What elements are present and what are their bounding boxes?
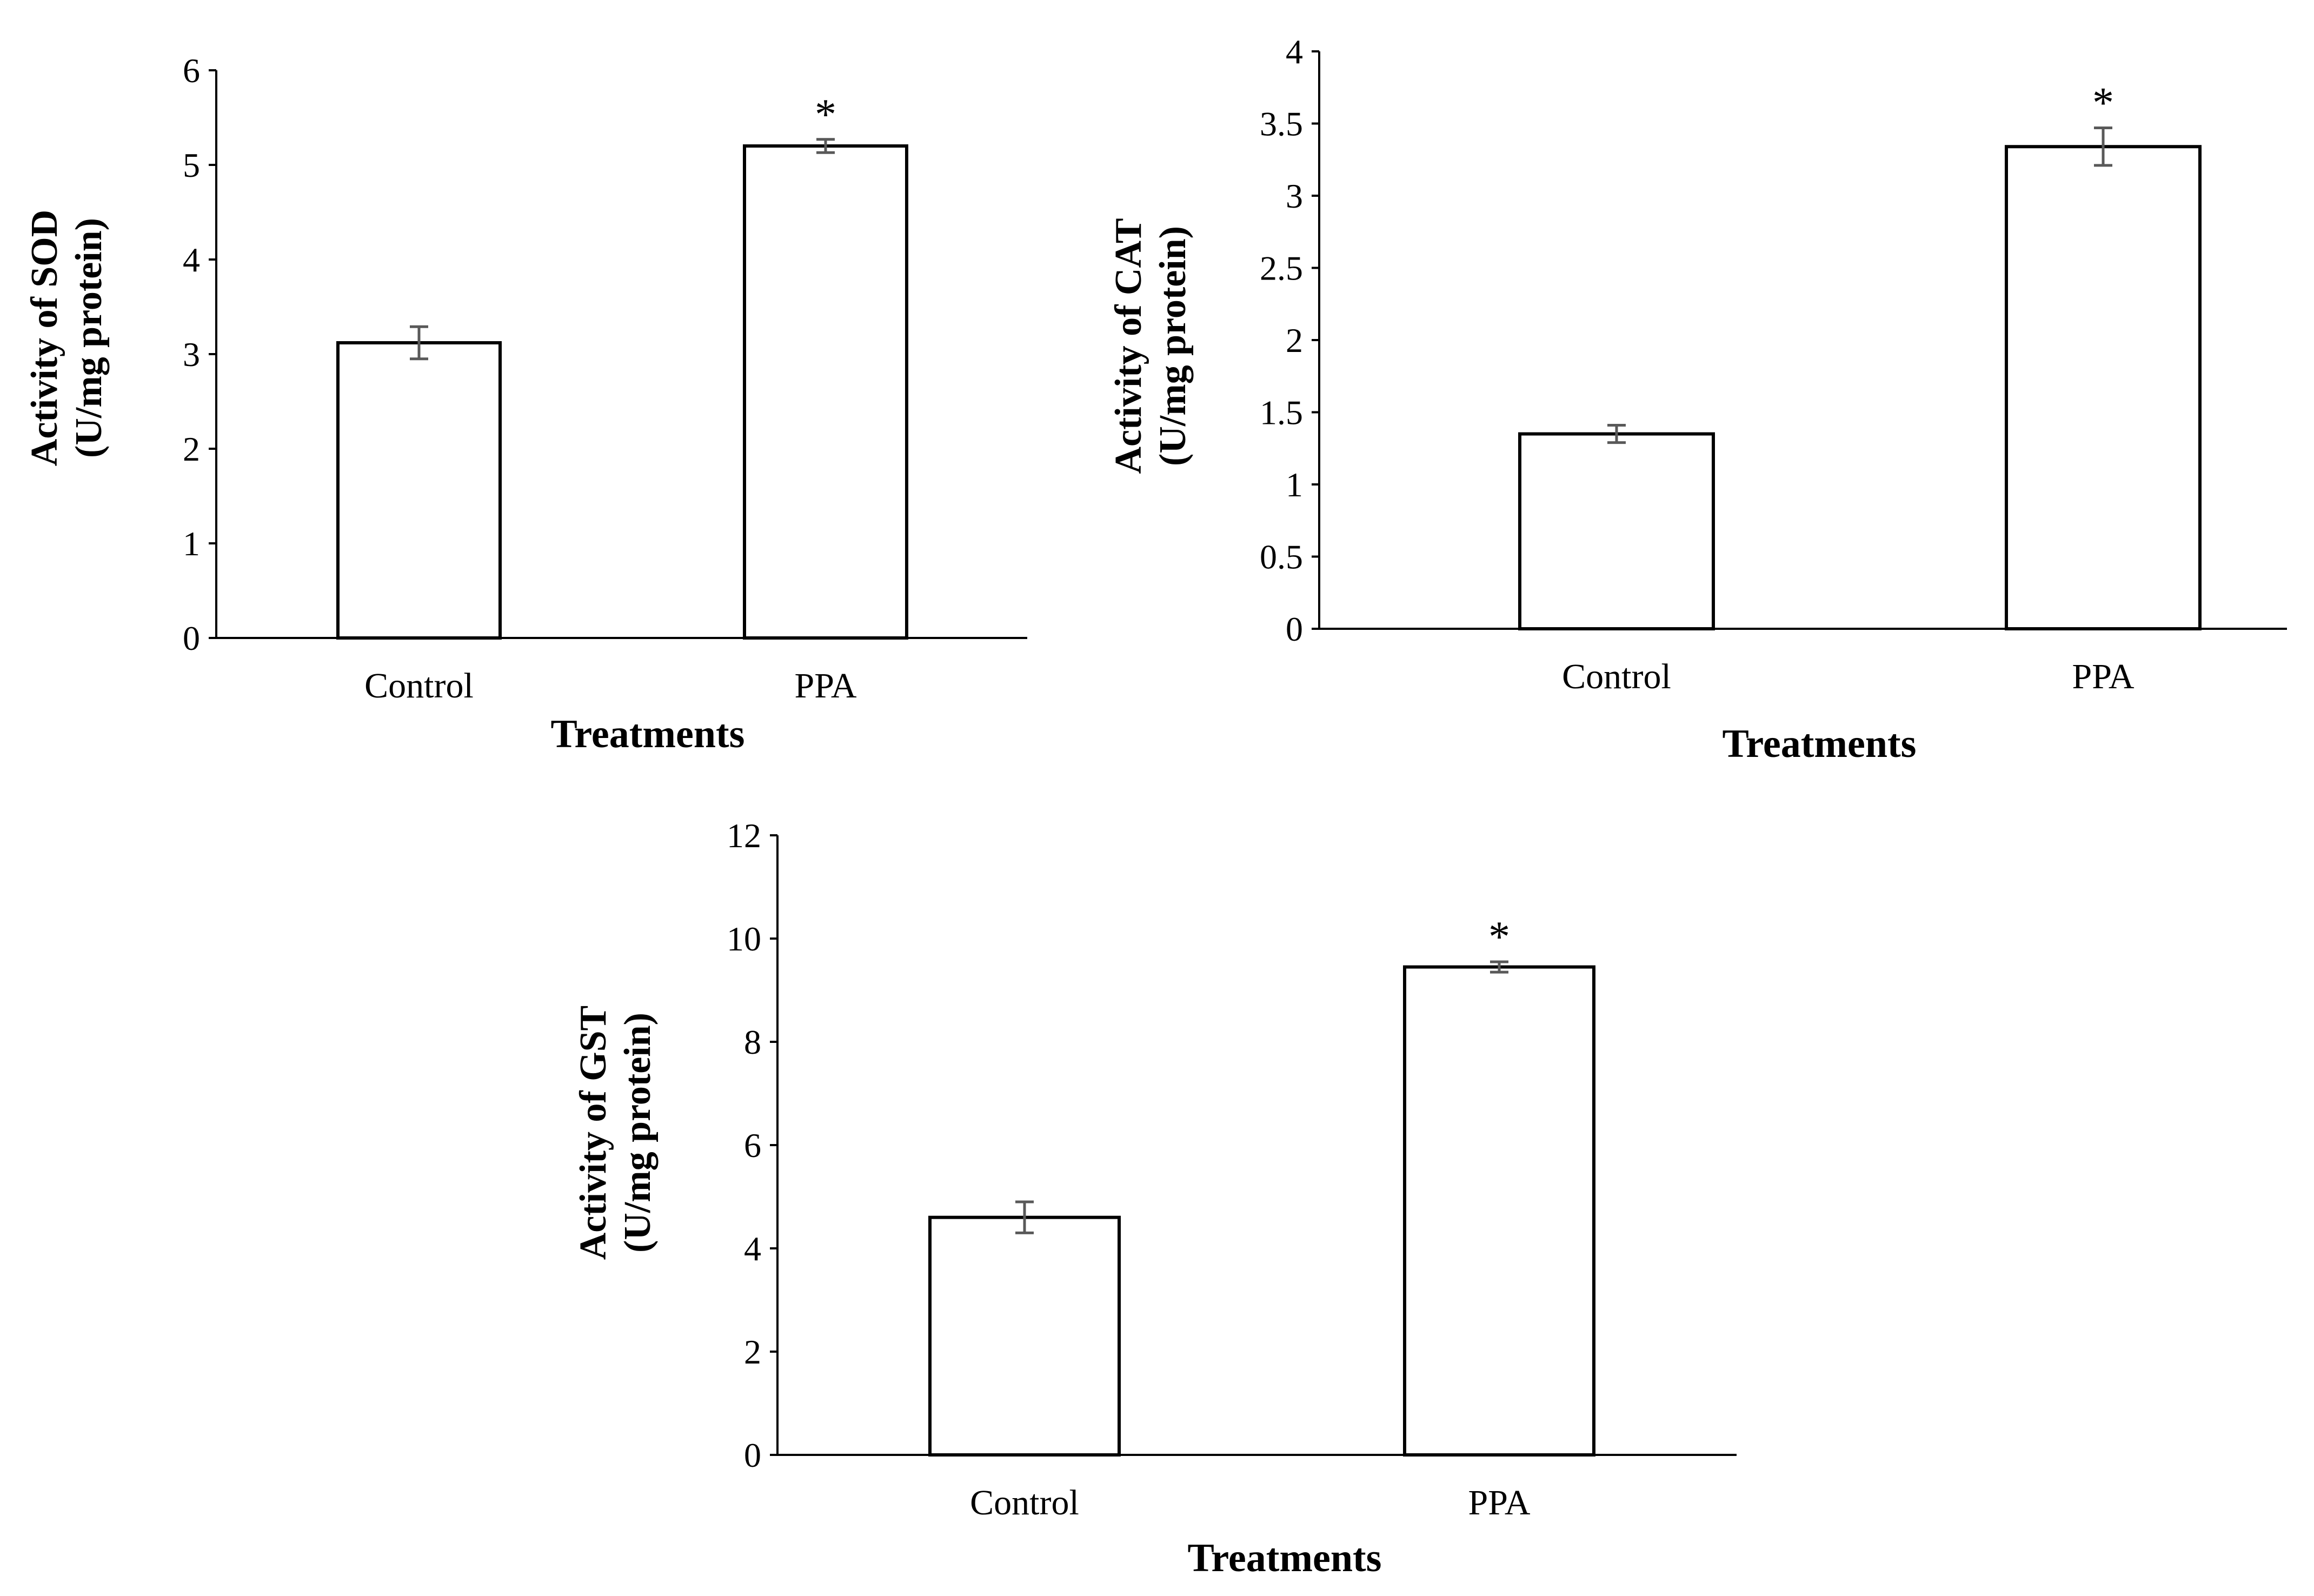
error-bar-control (410, 325, 428, 361)
y-axis-label-line-2: (U/mg protein) (1152, 226, 1194, 466)
x-tick-label: PPA (794, 666, 856, 706)
bar-ppa (2005, 145, 2202, 631)
significance-marker: * (815, 91, 836, 138)
plot-area: 0 0.5 1 1.5 2 2.5 3 3.5 4 Control PPA * (1260, 32, 2287, 696)
y-tick-label: 10 (727, 920, 761, 958)
plot-area: 0 2 4 6 8 10 12 Control PPA * (727, 816, 1737, 1522)
y-tick-label: 3.5 (1260, 105, 1303, 143)
y-axis-label: Activity of SOD (U/mg protein) (24, 210, 110, 466)
y-tick-label: 1 (183, 524, 200, 563)
y-tick-label: 12 (727, 816, 761, 855)
error-bar-control (1015, 1200, 1034, 1234)
y-tick-label: 6 (183, 51, 200, 90)
chart-gst: Activity of GST (U/mg protein) 0 2 4 6 8 10 12… (573, 816, 1737, 1580)
bar-control (1518, 432, 1715, 630)
error-bar-ppa (2094, 127, 2112, 167)
y-tick-label: 2 (744, 1333, 761, 1371)
x-tick-label: Control (970, 1483, 1079, 1522)
y-axis-label-line-2: (U/mg protein) (617, 1013, 659, 1253)
x-tick-label: PPA (1468, 1483, 1530, 1522)
error-bar-ppa (1490, 960, 1508, 974)
y-axis-label-line-2: (U/mg protein) (68, 218, 110, 458)
y-tick-label: 2.5 (1260, 249, 1303, 288)
significance-marker: * (1488, 913, 1510, 961)
plot-area: 0 1 2 3 4 5 6 Control PPA * (183, 51, 1027, 706)
chart-cat: Activity of CAT (U/mg protein) 0 0.5 1 1.5 2… (1108, 32, 2287, 766)
error-bar-control (1607, 424, 1626, 444)
y-tick-label: 3 (183, 335, 200, 374)
x-axis-label: Treatments (1188, 1536, 1382, 1580)
x-tick-label: PPA (2072, 657, 2134, 696)
y-tick-label: 1.5 (1260, 394, 1303, 432)
y-tick-label: 0 (744, 1436, 761, 1474)
y-tick-label: 6 (744, 1126, 761, 1165)
x-axis-label: Treatments (1723, 722, 1917, 766)
y-axis-label-line-1: Activity of GST (573, 1006, 614, 1260)
y-tick-label: 2 (1286, 321, 1303, 360)
bar-control (928, 1215, 1121, 1457)
y-tick-label: 3 (1286, 177, 1303, 215)
y-tick-label: 2 (183, 430, 200, 468)
chart-sod: Activity of SOD (U/mg protein) 0 1 2 3 4 5 6 Co… (24, 51, 1027, 756)
y-tick-label: 5 (183, 146, 200, 184)
bar-ppa (1403, 965, 1595, 1457)
y-tick-label: 1 (1286, 466, 1303, 504)
y-tick-label: 4 (1286, 32, 1303, 71)
y-tick-label: 0 (183, 619, 200, 657)
y-tick-label: 4 (744, 1229, 761, 1268)
y-tick-label: 4 (183, 241, 200, 279)
bar-control (336, 341, 502, 640)
x-tick-label: Control (364, 666, 474, 706)
x-axis-label: Treatments (551, 712, 745, 756)
significance-marker: * (2092, 79, 2114, 127)
y-axis-label: Activity of CAT (U/mg protein) (1108, 218, 1194, 474)
y-axis-label-line-1: Activity of SOD (24, 210, 65, 466)
error-bar-ppa (816, 138, 835, 154)
y-axis-label: Activity of GST (U/mg protein) (573, 1006, 659, 1260)
x-tick-label: Control (1562, 657, 1671, 696)
bar-ppa (743, 144, 908, 640)
y-tick-label: 0 (1286, 610, 1303, 648)
y-tick-label: 0.5 (1260, 538, 1303, 576)
y-tick-label: 8 (744, 1023, 761, 1061)
y-axis-label-line-1: Activity of CAT (1108, 218, 1149, 474)
